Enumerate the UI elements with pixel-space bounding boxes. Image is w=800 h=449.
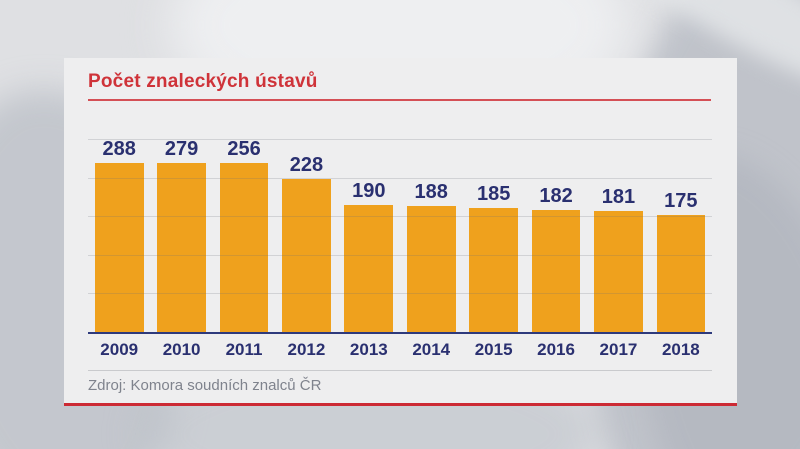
bar-2015 <box>469 208 518 332</box>
bar-columns: 288 279 256 228 190 188 185 182 181 175 <box>88 139 712 332</box>
x-tick-2015: 2015 <box>474 340 513 359</box>
bar-value-label: 228 <box>289 154 324 177</box>
source-label: Zdroj: Komora soudních znalců ČR <box>88 377 322 394</box>
bar-column-2010: 279 <box>150 139 212 332</box>
bar-column-2015: 185 <box>462 139 524 332</box>
bar-column-2009: 288 <box>88 139 150 332</box>
bar-2016 <box>531 210 581 332</box>
bar-value-label: 190 <box>352 179 386 202</box>
bar-value-label: 279 <box>164 138 199 160</box>
bar-2011 <box>219 163 269 332</box>
chart-card: Počet znaleckých ústavů 288 279 256 228 190 1… <box>64 58 737 406</box>
x-tick-2013: 2013 <box>349 340 388 359</box>
bar-value-label: 181 <box>601 185 636 208</box>
bar-2017 <box>594 210 643 332</box>
bar-value-label: 256 <box>227 138 261 160</box>
x-tick-2016: 2016 <box>537 340 575 359</box>
bar-column-2016: 182 <box>525 139 587 332</box>
bar-column-2013: 190 <box>338 139 400 332</box>
bar-value-label: 185 <box>476 183 511 206</box>
bar-chart: 288 279 256 228 190 188 185 182 181 175 <box>88 139 712 332</box>
x-axis-labels: 2009 2010 2011 2012 2013 2014 2015 2016 2017 2018 <box>88 340 712 360</box>
x-tick-2010: 2010 <box>162 340 201 359</box>
x-tick-2009: 2009 <box>100 340 139 359</box>
bar-value-label: 288 <box>102 138 136 160</box>
bar-column-2011: 256 <box>213 139 275 332</box>
bar-2013 <box>344 204 394 332</box>
bar-2012 <box>282 179 331 332</box>
bar-column-2014: 188 <box>400 139 462 332</box>
bar-value-label: 182 <box>539 185 573 208</box>
bar-2014 <box>406 206 456 332</box>
bar-value-label: 188 <box>414 181 448 204</box>
bar-column-2017: 181 <box>587 139 649 332</box>
bar-2009 <box>94 163 144 332</box>
bar-column-2012: 228 <box>275 139 337 332</box>
chart-title: Počet znaleckých ústavů <box>88 71 318 92</box>
source-divider <box>88 370 712 371</box>
bar-column-2018: 175 <box>650 139 712 332</box>
x-tick-2017: 2017 <box>599 340 638 359</box>
x-tick-2014: 2014 <box>412 340 451 359</box>
x-tick-2012: 2012 <box>287 340 326 359</box>
title-underline <box>88 99 711 101</box>
x-axis-line <box>88 332 712 334</box>
x-tick-2011: 2011 <box>225 340 263 359</box>
x-tick-2018: 2018 <box>661 340 700 359</box>
bar-2018 <box>656 214 706 332</box>
bar-2010 <box>157 163 206 332</box>
bar-value-label: 175 <box>664 189 698 212</box>
